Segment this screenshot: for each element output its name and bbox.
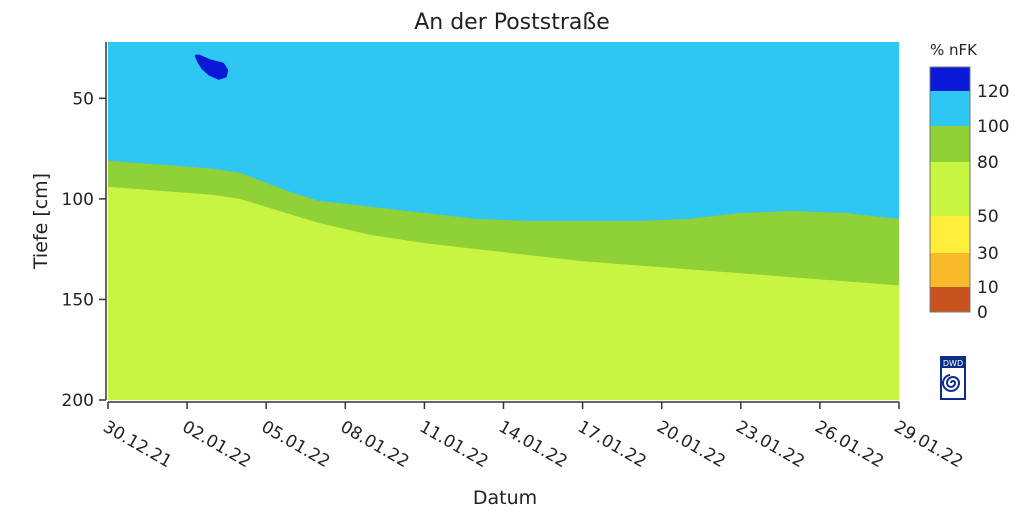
colorbar-label: 10 xyxy=(977,278,999,298)
colorbar-bands xyxy=(929,66,971,313)
y-tick-label: 200 xyxy=(62,391,94,411)
colorbar-label: 100 xyxy=(977,117,1009,137)
colorbar-band xyxy=(930,91,970,126)
y-axis-label: Tiefe [cm] xyxy=(30,173,52,270)
x-tick-label: 08.01.22 xyxy=(337,417,413,472)
region-above-120 xyxy=(194,54,229,80)
colorbar-band xyxy=(930,216,970,253)
x-tick-label: 26.01.22 xyxy=(811,417,887,472)
colorbar-labels: 0 10 30 50 80 100 120 xyxy=(977,82,1009,323)
y-tick-label: 50 xyxy=(72,89,94,109)
colorbar-band xyxy=(930,126,970,162)
x-tick-label: 02.01.22 xyxy=(179,417,255,472)
x-axis: 30.12.21 02.01.22 05.01.22 08.01.22 11.01.22… xyxy=(100,401,967,472)
colorbar-band xyxy=(930,253,970,287)
plot-area xyxy=(108,42,899,400)
y-tick-label: 150 xyxy=(62,290,94,310)
x-tick-label: 29.01.22 xyxy=(891,417,967,472)
dwd-logo-inner xyxy=(942,368,964,398)
dwd-logo-text: DWD xyxy=(943,359,963,368)
x-tick-label: 05.01.22 xyxy=(258,417,334,472)
x-tick-label: 30.12.21 xyxy=(100,417,176,472)
chart-title: An der Poststraße xyxy=(414,10,610,35)
colorbar-label: 80 xyxy=(977,153,999,173)
y-axis: 50 100 150 200 xyxy=(62,42,107,411)
y-tick-label: 100 xyxy=(62,190,94,210)
x-axis-label: Datum xyxy=(473,487,537,509)
colorbar-band xyxy=(930,162,970,216)
x-tick-label: 17.01.22 xyxy=(574,417,650,472)
colorbar-title: % nFK xyxy=(930,41,978,59)
dwd-spiral-icon xyxy=(942,374,961,392)
colorbar: % nFK 0 10 30 50 80 100 120 xyxy=(929,41,1009,323)
colorbar-label: 50 xyxy=(977,207,999,227)
colorbar-band xyxy=(930,287,970,312)
region-50-80 xyxy=(108,186,899,400)
colorbar-label: 30 xyxy=(977,244,999,264)
colorbar-frame xyxy=(929,66,971,313)
x-tick-label: 11.01.22 xyxy=(416,417,492,472)
dwd-logo: DWD xyxy=(940,356,966,400)
x-tick-label: 20.01.22 xyxy=(653,417,729,472)
x-tick-label: 23.01.22 xyxy=(732,417,808,472)
colorbar-label: 120 xyxy=(977,82,1009,102)
colorbar-band xyxy=(930,67,970,91)
x-tick-label: 14.01.22 xyxy=(495,417,571,472)
colorbar-label: 0 xyxy=(977,303,988,323)
